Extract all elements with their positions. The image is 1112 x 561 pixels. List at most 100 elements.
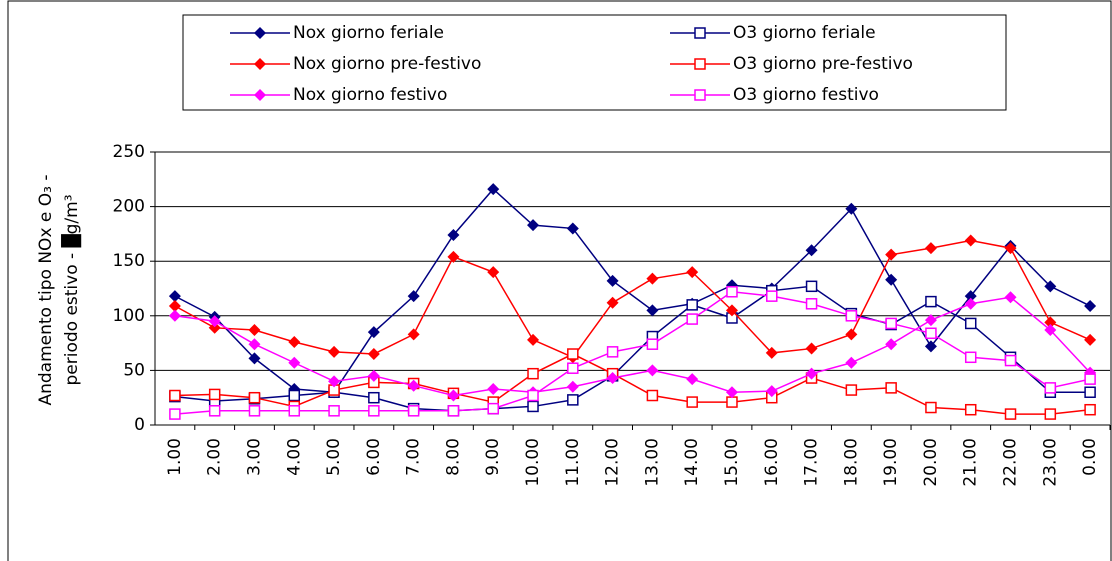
point	[964, 297, 977, 310]
x-tick-label: 4.00	[284, 438, 304, 476]
point	[208, 388, 221, 401]
point	[407, 379, 420, 392]
point	[964, 403, 977, 416]
legend-marker	[694, 58, 706, 70]
point	[288, 356, 301, 369]
legend-label: O3 giorno pre-festivo	[733, 54, 913, 74]
point	[606, 274, 619, 287]
point	[248, 391, 261, 404]
x-tick-label: 0.00	[1080, 438, 1100, 476]
point	[606, 346, 619, 358]
point	[168, 299, 181, 312]
x-tick-label: 9.00	[483, 438, 503, 476]
point	[1044, 408, 1057, 420]
point	[925, 401, 937, 414]
point	[964, 351, 977, 364]
point	[726, 286, 738, 298]
x-tick-label: 11.00	[563, 438, 583, 487]
point	[726, 396, 738, 408]
x-tick-label: 15.00	[722, 438, 742, 487]
point	[805, 280, 818, 293]
y-tick-label: 0	[134, 415, 145, 435]
x-tick-label: 7.00	[404, 438, 424, 476]
point	[168, 309, 181, 322]
x-tick-label: 14.00	[682, 438, 702, 487]
point	[845, 356, 858, 369]
point	[407, 290, 420, 303]
point	[686, 396, 698, 408]
point	[1004, 408, 1017, 420]
point	[567, 394, 579, 406]
point	[527, 367, 539, 380]
x-tick-label: 5.00	[324, 438, 344, 476]
point	[805, 298, 818, 310]
point	[248, 323, 261, 336]
legend-box	[182, 14, 1007, 111]
point	[567, 348, 579, 360]
x-tick-label: 18.00	[841, 438, 861, 487]
x-tick-label: 8.00	[443, 438, 463, 476]
point	[766, 290, 778, 302]
point	[885, 273, 898, 286]
point	[527, 389, 539, 402]
point	[527, 400, 539, 413]
point	[925, 327, 937, 340]
legend-label: Nox giorno feriale	[293, 23, 444, 43]
point	[646, 304, 659, 317]
x-tick-label: 16.00	[762, 438, 782, 487]
x-tick-label: 2.00	[205, 438, 225, 476]
legend-marker	[694, 89, 706, 101]
point	[924, 242, 937, 255]
x-tick-label: 20.00	[921, 438, 941, 487]
point	[407, 405, 420, 417]
point	[845, 384, 858, 396]
legend-label: Nox giorno festivo	[293, 85, 447, 105]
y-tick-label: 200	[113, 197, 145, 217]
legend-marker	[254, 89, 266, 101]
point	[1084, 386, 1096, 398]
point	[885, 317, 897, 330]
point	[964, 234, 977, 247]
point	[288, 405, 301, 417]
point	[646, 272, 659, 285]
point	[885, 338, 898, 351]
x-tick-label: 10.00	[523, 438, 543, 487]
point	[646, 364, 659, 377]
point	[447, 228, 460, 241]
point	[805, 342, 818, 355]
point	[487, 382, 500, 395]
point	[606, 296, 619, 309]
series-line	[174, 296, 1091, 397]
point	[686, 266, 699, 279]
legend-marker	[694, 27, 706, 39]
point	[248, 338, 261, 351]
x-tick-label: 1.00	[165, 438, 185, 476]
point	[487, 183, 500, 196]
point	[248, 352, 261, 365]
point	[845, 310, 858, 322]
x-tick-label: 19.00	[881, 438, 901, 487]
point	[288, 336, 301, 349]
point	[606, 372, 619, 385]
point	[646, 389, 659, 402]
point	[1084, 299, 1097, 312]
x-tick-label: 6.00	[364, 438, 384, 476]
point	[646, 338, 659, 350]
series-line	[174, 353, 1091, 415]
series-line	[174, 291, 1091, 415]
point	[367, 348, 380, 361]
point	[566, 380, 579, 393]
point	[725, 386, 738, 399]
x-tick-label: 13.00	[642, 438, 662, 487]
point	[845, 328, 858, 341]
point	[765, 346, 778, 359]
point	[328, 405, 340, 417]
legend-label: O3 giorno feriale	[733, 23, 876, 43]
point	[367, 326, 380, 339]
point	[1084, 373, 1096, 385]
point	[368, 391, 380, 404]
point	[487, 266, 500, 279]
point	[208, 405, 221, 417]
point	[208, 321, 221, 334]
